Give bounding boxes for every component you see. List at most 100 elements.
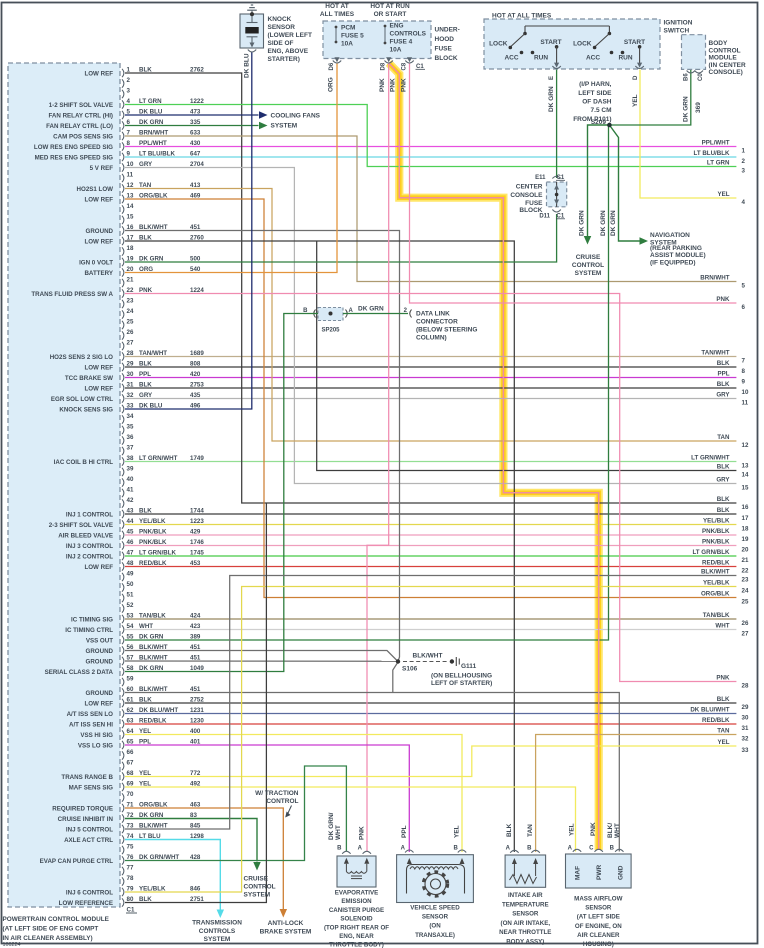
svg-text:1689: 1689: [190, 350, 204, 357]
svg-text:BLK: BLK: [717, 696, 730, 703]
svg-text:PNK: PNK: [139, 287, 153, 294]
svg-text:CONNECTOR: CONNECTOR: [416, 319, 458, 326]
svg-text:SYSTEM: SYSTEM: [204, 936, 231, 943]
svg-text:PWR: PWR: [596, 865, 603, 880]
svg-text:451: 451: [190, 654, 201, 661]
svg-text:LT GRN/WHT: LT GRN/WHT: [139, 455, 178, 462]
svg-text:ORG/BLK: ORG/BLK: [139, 192, 168, 199]
svg-text:1749: 1749: [190, 455, 204, 462]
svg-text:1-2 SHIFT SOL VALVE: 1-2 SHIFT SOL VALVE: [49, 102, 113, 109]
svg-text:78: 78: [127, 875, 134, 882]
svg-text:BRN/WHT: BRN/WHT: [139, 129, 168, 136]
svg-text:A: A: [568, 846, 573, 852]
svg-text:PCM: PCM: [341, 25, 355, 32]
svg-text:BLK: BLK: [717, 507, 730, 514]
svg-text:GRY: GRY: [716, 391, 730, 398]
svg-text:CONSOLE: CONSOLE: [510, 192, 543, 199]
svg-text:LOW REFERENCE: LOW REFERENCE: [59, 900, 113, 907]
svg-text:DK GRN: DK GRN: [579, 210, 586, 236]
svg-text:HOOD: HOOD: [435, 36, 455, 43]
svg-text:DK GRN/WHT: DK GRN/WHT: [139, 854, 179, 861]
svg-text:MODULE: MODULE: [709, 55, 738, 62]
svg-text:CRUISE: CRUISE: [576, 254, 601, 261]
svg-text:10: 10: [127, 161, 134, 168]
svg-text:473: 473: [190, 108, 201, 115]
svg-text:1049: 1049: [190, 665, 204, 672]
svg-text:B: B: [337, 846, 342, 852]
svg-text:DK GRN: DK GRN: [610, 210, 617, 236]
svg-text:70: 70: [127, 791, 134, 798]
svg-text:14: 14: [127, 203, 134, 210]
svg-text:ACC: ACC: [504, 55, 518, 62]
svg-text:ENG: ENG: [390, 23, 404, 30]
svg-text:21: 21: [127, 277, 134, 284]
svg-text:9: 9: [127, 151, 131, 158]
svg-text:SENSOR: SENSOR: [268, 24, 296, 31]
svg-text:25: 25: [127, 319, 134, 326]
svg-text:LOW REF: LOW REF: [84, 196, 113, 203]
svg-text:TEMPERATURE: TEMPERATURE: [502, 901, 549, 908]
svg-text:(AT LEFT SIDE OF ENG COMPT: (AT LEFT SIDE OF ENG COMPT: [3, 926, 99, 933]
svg-text:25: 25: [742, 598, 749, 605]
svg-text:30: 30: [127, 371, 134, 378]
svg-text:45: 45: [127, 529, 134, 536]
svg-text:BATTERY: BATTERY: [84, 270, 113, 277]
svg-text:846: 846: [190, 885, 201, 892]
svg-text:451: 451: [190, 644, 201, 651]
svg-text:SIDE OF: SIDE OF: [268, 40, 294, 47]
svg-text:START: START: [624, 39, 645, 46]
svg-text:1: 1: [127, 67, 131, 74]
svg-text:IGNITION: IGNITION: [664, 20, 693, 27]
svg-text:469: 469: [190, 192, 201, 199]
svg-text:PNK/BLK: PNK/BLK: [139, 528, 167, 535]
svg-text:63: 63: [127, 718, 134, 725]
svg-text:47: 47: [127, 550, 134, 557]
svg-text:BLK: BLK: [717, 496, 730, 503]
svg-text:13: 13: [742, 462, 749, 469]
svg-text:YEL: YEL: [139, 770, 151, 777]
svg-text:SENSOR: SENSOR: [422, 914, 449, 921]
svg-text:BLK: BLK: [717, 360, 730, 367]
svg-text:TAN: TAN: [139, 182, 152, 189]
svg-text:18: 18: [127, 245, 134, 252]
svg-text:11: 11: [127, 172, 134, 179]
svg-text:GROUND: GROUND: [86, 658, 114, 665]
svg-text:69: 69: [127, 781, 134, 788]
svg-text:HO2S SENS 2 SIG LO: HO2S SENS 2 SIG LO: [50, 354, 113, 361]
svg-text:MASS AIRFLOW: MASS AIRFLOW: [574, 896, 622, 903]
svg-text:G111: G111: [461, 663, 477, 670]
svg-text:WHT: WHT: [614, 823, 621, 838]
svg-text:GRY: GRY: [139, 392, 153, 399]
svg-text:KNOCK: KNOCK: [268, 16, 292, 23]
svg-text:6: 6: [742, 304, 746, 311]
svg-text:36: 36: [127, 434, 134, 441]
svg-text:MAF: MAF: [575, 866, 582, 880]
svg-text:UNDER-: UNDER-: [435, 27, 460, 34]
svg-text:2752: 2752: [190, 696, 204, 703]
svg-text:D6: D6: [329, 62, 335, 70]
svg-text:INJ 6 CONTROL: INJ 6 CONTROL: [66, 889, 113, 896]
svg-text:43: 43: [127, 508, 134, 515]
svg-text:LEFT OF STARTER): LEFT OF STARTER): [431, 680, 492, 687]
svg-text:46: 46: [127, 539, 134, 546]
svg-text:(BELOW STEERING: (BELOW STEERING: [416, 327, 477, 334]
svg-text:CONSOLE): CONSOLE): [709, 69, 743, 76]
svg-text:CONTROL: CONTROL: [266, 798, 298, 805]
svg-text:423: 423: [190, 623, 201, 630]
svg-text:435: 435: [190, 392, 201, 399]
svg-text:7: 7: [127, 130, 131, 137]
svg-text:400: 400: [190, 728, 201, 735]
svg-text:B: B: [303, 308, 308, 314]
svg-text:2-3 SHIFT SOL VALVE: 2-3 SHIFT SOL VALVE: [49, 522, 113, 529]
svg-text:BODY ASSY): BODY ASSY): [506, 939, 544, 946]
svg-text:BLK: BLK: [506, 823, 513, 837]
svg-text:17: 17: [127, 235, 134, 242]
svg-text:1744: 1744: [190, 507, 204, 514]
svg-text:TRANSAXLE): TRANSAXLE): [415, 932, 455, 939]
svg-text:OF ENGINE, ON: OF ENGINE, ON: [575, 923, 622, 930]
svg-text:29: 29: [127, 361, 134, 368]
svg-text:C1: C1: [416, 64, 424, 70]
svg-text:15: 15: [742, 484, 749, 491]
svg-text:TRANSMISSION: TRANSMISSION: [192, 920, 242, 927]
svg-text:2751: 2751: [190, 896, 204, 903]
